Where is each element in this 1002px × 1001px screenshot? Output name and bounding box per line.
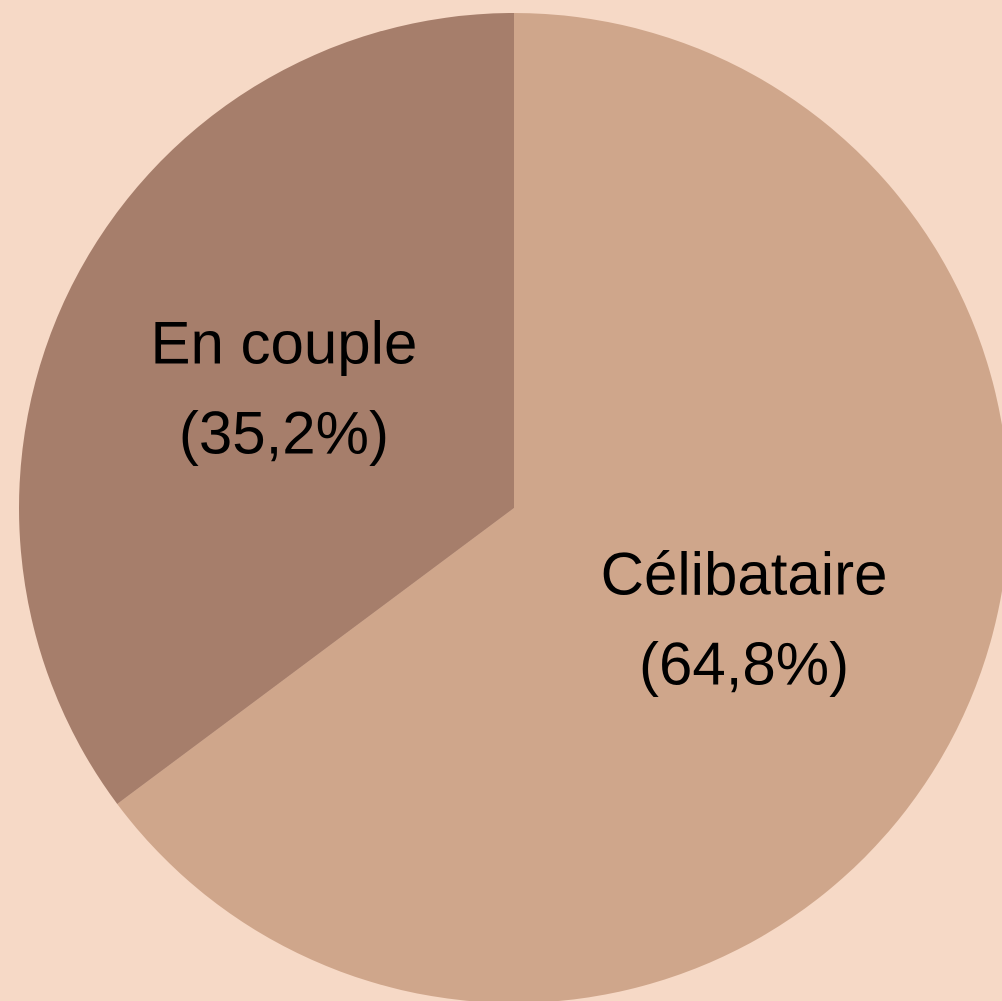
pie-slice	[117, 13, 1002, 1001]
slice-label: En couple	[150, 309, 417, 376]
slice-value-label: (35,2%)	[179, 399, 389, 466]
pie-slice	[18, 13, 514, 804]
slice-label: Célibataire	[601, 540, 888, 607]
slice-value-label: (64,8%)	[639, 630, 849, 697]
